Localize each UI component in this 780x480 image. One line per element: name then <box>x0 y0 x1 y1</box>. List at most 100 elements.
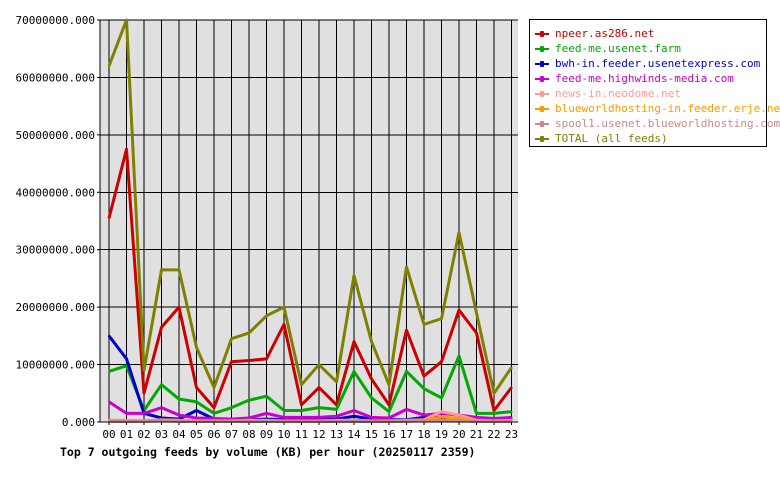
data-point <box>388 383 390 386</box>
data-point <box>475 331 478 334</box>
legend-label: TOTAL (all feeds) <box>555 132 668 145</box>
series-1 <box>108 354 513 415</box>
legend-item: blueworldhosting-in.feeder.erje.net <box>535 101 780 116</box>
legend: npeer.as286.net feed-me.usenet.farm bwh-in… <box>529 19 780 147</box>
data-point <box>440 415 443 418</box>
x-tick-label: 05 <box>190 428 203 441</box>
x-tick-label: 02 <box>137 428 150 441</box>
y-tick-label: 10000000.000 <box>16 359 95 372</box>
data-point <box>300 403 303 406</box>
data-point <box>370 340 373 343</box>
data-point <box>493 417 495 420</box>
x-tick-label: 01 <box>120 428 133 441</box>
data-point <box>265 357 268 360</box>
y-tick-label: 0.000 <box>62 416 95 429</box>
data-point <box>510 386 513 389</box>
legend-label: feed-me.usenet.farm <box>555 42 681 55</box>
legend-swatch <box>535 29 549 39</box>
y-tick-label: 20000000.000 <box>16 301 95 314</box>
legend-swatch <box>535 44 549 54</box>
data-point <box>143 412 145 415</box>
data-point <box>230 360 233 363</box>
data-point <box>300 416 303 419</box>
data-point <box>335 415 338 418</box>
legend-label: bwh-in.feeder.usenetexpress.com <box>555 57 761 70</box>
data-point <box>195 346 198 349</box>
data-point <box>458 419 460 422</box>
data-point <box>405 408 408 411</box>
data-point <box>335 408 338 411</box>
data-point <box>475 311 478 314</box>
data-point <box>353 415 355 418</box>
x-tick-label: 06 <box>207 428 220 441</box>
data-point <box>388 403 390 406</box>
chart-title: Top 7 outgoing feeds by volume (KB) per … <box>60 445 475 459</box>
legend-swatch <box>535 74 549 84</box>
data-point <box>160 419 163 422</box>
data-point <box>230 337 233 340</box>
data-point <box>283 416 285 419</box>
legend-item: TOTAL (all feeds) <box>535 131 766 146</box>
plot-area <box>100 20 518 422</box>
legend-item: feed-me.usenet.farm <box>535 41 766 56</box>
x-tick-label: 21 <box>470 428 483 441</box>
data-point <box>213 406 215 409</box>
y-tick-label: 60000000.000 <box>16 71 95 84</box>
legend-label: feed-me.highwinds-media.com <box>555 72 734 85</box>
data-point <box>230 406 233 409</box>
data-point <box>405 265 408 268</box>
data-point <box>388 416 390 419</box>
data-point <box>248 331 250 334</box>
data-point <box>458 414 460 417</box>
data-point <box>353 340 355 343</box>
data-point <box>283 306 285 309</box>
data-point <box>475 416 478 419</box>
data-point <box>178 414 180 417</box>
data-point <box>318 386 320 389</box>
legend-item: spool1.usenet.blueworldhosting.com <box>535 116 780 131</box>
series-line <box>107 147 513 413</box>
legend-item: feed-me.highwinds-media.com <box>535 71 766 86</box>
data-point <box>405 329 408 332</box>
data-point <box>160 406 163 409</box>
data-point <box>265 412 268 415</box>
data-point <box>195 416 198 419</box>
data-point <box>195 386 198 389</box>
data-point <box>108 64 110 67</box>
data-point <box>283 409 285 412</box>
data-point <box>213 412 215 415</box>
data-point <box>248 416 250 419</box>
legend-swatch <box>535 59 549 69</box>
series-lines <box>107 18 513 423</box>
y-tick-label: 70000000.000 <box>16 14 95 27</box>
data-point <box>195 400 198 403</box>
x-tick-label: 17 <box>400 428 413 441</box>
data-point <box>458 309 460 312</box>
data-point <box>440 317 443 320</box>
legend-swatch <box>535 119 549 129</box>
x-tick-label: 19 <box>435 428 448 441</box>
data-point <box>125 19 128 21</box>
x-tick-label: 00 <box>102 428 115 441</box>
data-point <box>178 306 180 309</box>
x-tick-label: 09 <box>260 428 273 441</box>
data-point <box>493 409 495 412</box>
data-point <box>458 354 460 357</box>
data-point <box>423 375 425 378</box>
data-point <box>300 383 303 386</box>
legend-swatch <box>535 134 549 144</box>
data-point <box>178 398 180 401</box>
data-point <box>423 387 425 390</box>
data-point <box>143 369 145 372</box>
x-tick-label: 04 <box>172 428 186 441</box>
y-axis-ticks: 0.000 10000000.000 20000000.000 30000000.00… <box>16 14 100 429</box>
data-point <box>458 417 460 420</box>
data-point <box>195 409 198 412</box>
x-axis-ticks: 00 01 02 03 04 05 06 07 08 09 10 11 12 13 14 15 16 17 18 19… <box>102 422 518 441</box>
x-tick-label: 07 <box>225 428 238 441</box>
data-point <box>265 314 268 317</box>
data-point <box>370 416 373 419</box>
legend-swatch <box>535 104 549 114</box>
data-point <box>423 419 425 422</box>
